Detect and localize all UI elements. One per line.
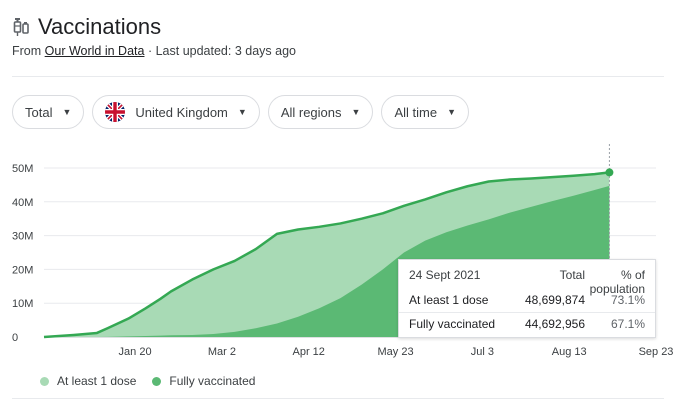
y-tick-label: 0 <box>12 332 18 344</box>
tooltip-row-label: Fully vaccinated <box>409 317 496 331</box>
source-link[interactable]: Our World in Data <box>44 44 145 58</box>
tooltip-col-total: Total <box>559 268 585 282</box>
chevron-down-icon: ▼ <box>447 107 456 117</box>
legend-label: At least 1 dose <box>57 374 137 388</box>
chevron-down-icon: ▼ <box>62 107 72 117</box>
y-tick-label: 40M <box>12 197 33 209</box>
tooltip-row-first-dose: At least 1 dose 48,699,874 73.1% <box>409 293 645 307</box>
hover-point <box>605 168 614 177</box>
syringe-icon <box>13 18 29 36</box>
x-tick-label: May 23 <box>377 346 413 358</box>
tooltip-row-pct: 73.1% <box>610 293 645 307</box>
card-header: Vaccinations <box>12 14 161 40</box>
source-line: From Our World in Data · Last updated: 3… <box>12 44 296 58</box>
chevron-down-icon: ▼ <box>237 107 247 117</box>
chart-legend: At least 1 dose Fully vaccinated <box>40 374 255 388</box>
filter-region-dropdown[interactable]: All regions ▼ <box>267 95 374 129</box>
x-tick-label: Jan 20 <box>119 346 152 358</box>
filter-bar: Total ▼ United Kingdom ▼ All regions ▼ A… <box>12 95 469 129</box>
filter-metric-label: Total <box>25 104 53 120</box>
tooltip-row-total: 48,699,874 <box>524 293 585 307</box>
legend-item-fully-vaccinated[interactable]: Fully vaccinated <box>152 374 255 388</box>
tooltip-divider <box>399 312 655 313</box>
x-tick-label: Apr 12 <box>292 346 324 358</box>
tooltip-row-total: 44,692,956 <box>524 317 585 331</box>
filter-metric-dropdown[interactable]: Total ▼ <box>12 95 85 129</box>
chevron-down-icon: ▼ <box>351 107 361 117</box>
source-prefix: From <box>12 44 42 58</box>
header-divider <box>12 76 664 77</box>
x-tick-label: Mar 2 <box>208 346 236 358</box>
x-tick-label: Jul 3 <box>471 346 494 358</box>
filter-country-label: United Kingdom <box>135 104 228 120</box>
filter-time-dropdown[interactable]: All time ▼ <box>381 95 469 129</box>
last-updated: · Last updated: 3 days ago <box>147 44 296 58</box>
y-tick-label: 10M <box>12 298 33 310</box>
legend-item-first-dose[interactable]: At least 1 dose <box>40 374 136 388</box>
filter-country-dropdown[interactable]: United Kingdom ▼ <box>92 95 260 129</box>
legend-swatch <box>152 376 162 386</box>
tooltip-row-fully-vaccinated: Fully vaccinated 44,692,956 67.1% <box>409 317 645 331</box>
tooltip-header: 24 Sept 2021 Total % of population <box>409 268 645 296</box>
y-tick-label: 50M <box>12 163 33 175</box>
page-title: Vaccinations <box>38 14 162 39</box>
legend-swatch <box>40 376 49 386</box>
tooltip-row-label: At least 1 dose <box>409 293 489 307</box>
y-axis-ticks: 0 10M 20M 30M 40M 50M <box>12 163 33 344</box>
y-tick-label: 20M <box>12 264 33 276</box>
x-axis-ticks: Jan 20 Mar 2 Apr 12 May 23 Jul 3 Aug 13 Sep 23 <box>119 346 674 358</box>
footer-divider <box>12 398 664 399</box>
tooltip-col-pct: % of population <box>589 268 645 296</box>
legend-label: Fully vaccinated <box>169 374 256 388</box>
series-line-first-dose <box>43 171 610 339</box>
tooltip-date: 24 Sept 2021 <box>409 268 481 282</box>
filter-time-label: All time <box>394 104 438 120</box>
y-tick-label: 30M <box>12 231 33 243</box>
x-tick-label: Sep 23 <box>639 346 674 358</box>
x-tick-label: Aug 13 <box>552 346 587 358</box>
chart-tooltip: 24 Sept 2021 Total % of population At le… <box>398 259 656 338</box>
filter-region-label: All regions <box>280 104 342 120</box>
tooltip-row-pct: 67.1% <box>610 317 645 331</box>
uk-flag-icon <box>105 102 126 122</box>
